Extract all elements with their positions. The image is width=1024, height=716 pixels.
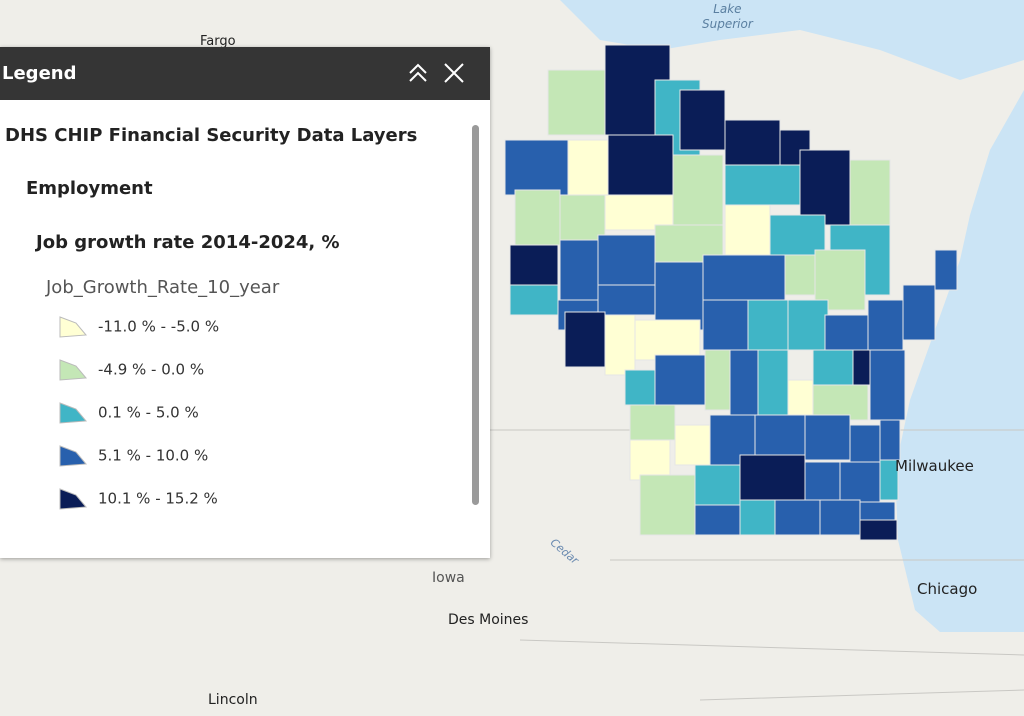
county[interactable] xyxy=(879,419,901,461)
county[interactable] xyxy=(679,89,726,151)
legend-swatch xyxy=(59,402,88,424)
county[interactable] xyxy=(934,249,958,291)
county[interactable] xyxy=(812,349,854,386)
lake-label-line: Lake xyxy=(713,2,742,16)
county[interactable] xyxy=(724,204,771,256)
lake xyxy=(895,90,1024,632)
county[interactable] xyxy=(824,314,871,351)
scrollbar[interactable] xyxy=(472,125,479,505)
place-label: Fargo xyxy=(200,34,236,49)
county[interactable] xyxy=(724,164,801,206)
legend-class: 10.1 % - 15.2 % xyxy=(58,487,218,511)
layer-title: Job growth rate 2014-2024, % xyxy=(36,232,340,253)
county[interactable] xyxy=(559,194,606,241)
place-label: Iowa xyxy=(432,570,465,586)
county[interactable] xyxy=(859,501,896,521)
county[interactable] xyxy=(729,349,761,416)
county[interactable] xyxy=(564,311,606,368)
county[interactable] xyxy=(804,461,841,503)
legend-header: Legend xyxy=(0,47,490,100)
legend-class-label: 10.1 % - 15.2 % xyxy=(98,489,218,508)
legend-swatch xyxy=(59,316,88,338)
place-label: Chicago xyxy=(917,580,978,598)
county[interactable] xyxy=(867,299,904,351)
legend-class: 5.1 % - 10.0 % xyxy=(58,444,208,468)
county[interactable] xyxy=(902,284,936,341)
county[interactable] xyxy=(597,284,656,316)
county[interactable] xyxy=(654,261,704,331)
legend-class-label: -11.0 % - -5.0 % xyxy=(98,317,220,336)
county[interactable] xyxy=(739,499,776,536)
county[interactable] xyxy=(607,134,674,196)
legend-class: 0.1 % - 5.0 % xyxy=(58,401,199,425)
county[interactable] xyxy=(879,459,899,501)
county[interactable] xyxy=(674,424,711,466)
county[interactable] xyxy=(704,349,731,411)
county[interactable] xyxy=(804,414,851,461)
county[interactable] xyxy=(509,284,559,316)
subgroup: Employment xyxy=(26,178,153,199)
county[interactable] xyxy=(559,239,601,301)
county[interactable] xyxy=(634,319,701,361)
place-label: Lincoln xyxy=(208,692,258,708)
legend-title: Legend xyxy=(2,63,77,84)
county[interactable] xyxy=(787,379,814,416)
legend-swatch xyxy=(59,445,88,467)
place-label: Des Moines xyxy=(448,612,529,628)
county[interactable] xyxy=(604,314,636,376)
county[interactable] xyxy=(514,189,561,246)
county[interactable] xyxy=(757,349,789,416)
county[interactable] xyxy=(702,254,786,301)
county[interactable] xyxy=(739,454,806,501)
legend-class-label: 0.1 % - 5.0 % xyxy=(98,403,199,422)
county[interactable] xyxy=(654,354,706,406)
county[interactable] xyxy=(787,299,829,351)
county[interactable] xyxy=(509,244,559,286)
county[interactable] xyxy=(849,424,881,466)
field-name: Job_Growth_Rate_10_year xyxy=(46,277,280,298)
county[interactable] xyxy=(504,139,569,196)
lake xyxy=(560,0,1024,80)
county[interactable] xyxy=(859,519,898,541)
county[interactable] xyxy=(774,499,821,536)
lake-label-line: Superior xyxy=(702,17,753,31)
county[interactable] xyxy=(672,154,724,226)
county[interactable] xyxy=(597,234,656,286)
county[interactable] xyxy=(724,119,781,171)
lake-label: Lake Superior xyxy=(702,2,753,32)
county[interactable] xyxy=(654,224,724,266)
county[interactable] xyxy=(747,299,789,351)
county[interactable] xyxy=(694,504,741,536)
layer-group: DHS CHIP Financial Security Data Layers xyxy=(5,125,418,146)
counties xyxy=(504,44,958,541)
county[interactable] xyxy=(819,499,861,536)
close-button[interactable] xyxy=(442,61,466,85)
county[interactable] xyxy=(604,194,674,231)
legend-class-label: -4.9 % - 0.0 % xyxy=(98,360,205,379)
legend-class-label: 5.1 % - 10.0 % xyxy=(98,446,209,465)
county[interactable] xyxy=(839,461,881,503)
county[interactable] xyxy=(799,149,851,226)
county[interactable] xyxy=(639,474,696,536)
county[interactable] xyxy=(812,384,869,421)
legend-swatch xyxy=(59,359,88,381)
county[interactable] xyxy=(567,139,609,196)
county[interactable] xyxy=(547,69,606,136)
legend-class: -11.0 % - -5.0 % xyxy=(58,315,219,339)
collapse-button[interactable] xyxy=(406,61,430,85)
county[interactable] xyxy=(849,159,891,231)
county[interactable] xyxy=(754,414,806,456)
county[interactable] xyxy=(629,404,676,441)
county[interactable] xyxy=(869,349,906,421)
place-label: Milwaukee xyxy=(895,457,974,475)
county[interactable] xyxy=(694,464,741,506)
county[interactable] xyxy=(629,439,671,481)
county[interactable] xyxy=(702,299,749,351)
legend-class: -4.9 % - 0.0 % xyxy=(58,358,204,382)
legend-swatch xyxy=(59,488,88,510)
legend-panel: Legend DHS CHIP Financial Security Data … xyxy=(0,47,490,558)
